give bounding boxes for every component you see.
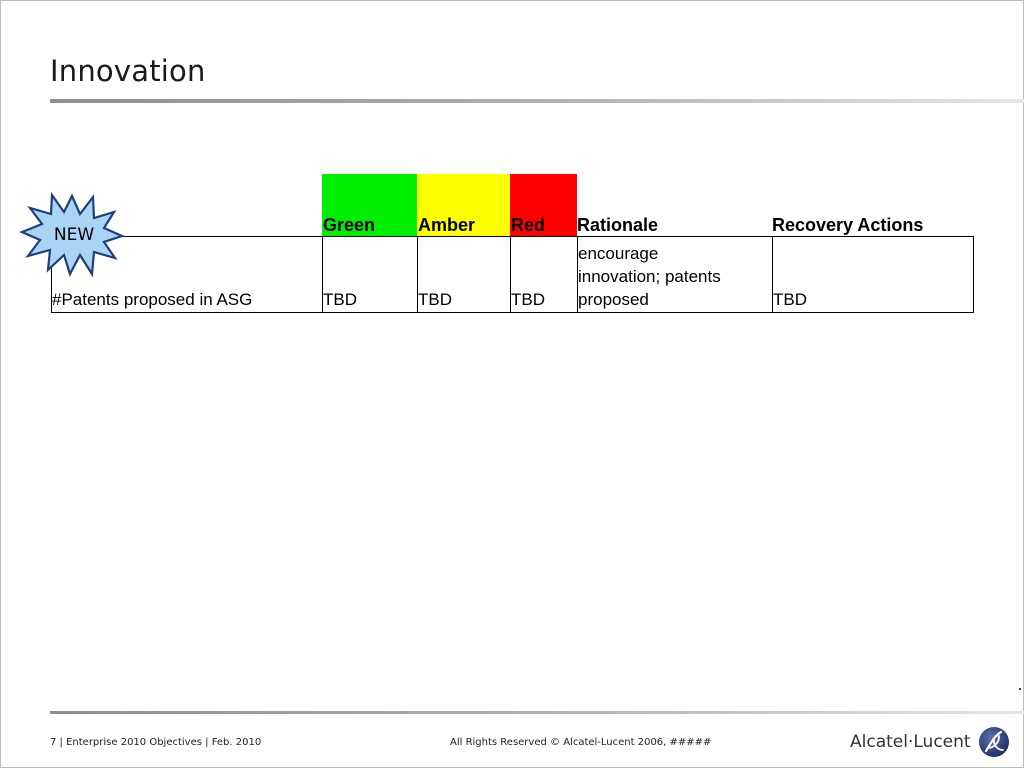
header-green: Green bbox=[323, 215, 376, 235]
rationale-line: innovation; patents bbox=[578, 267, 721, 286]
logo-text: Alcatel·Lucent bbox=[850, 732, 971, 752]
alcatel-lucent-logo: Alcatel·Lucent bbox=[850, 726, 1011, 758]
new-badge: NEW bbox=[18, 191, 126, 278]
red-cell: TBD bbox=[510, 236, 578, 313]
objectives-table: #Patents proposed in ASG TBD TBD TBD enc… bbox=[51, 236, 974, 313]
badge-label: NEW bbox=[53, 225, 95, 245]
slide-title: Innovation bbox=[50, 54, 206, 88]
footer-copyright: All Rights Reserved © Alcatel-Lucent 200… bbox=[450, 737, 712, 748]
amber-cell: TBD bbox=[417, 236, 511, 313]
header-rationale: Rationale bbox=[577, 215, 659, 235]
footer-divider bbox=[50, 711, 1024, 714]
status-color-green bbox=[322, 174, 417, 237]
header-amber: Amber bbox=[418, 215, 476, 235]
recovery-cell: TBD bbox=[772, 236, 974, 313]
footer-page-info: 7 | Enterprise 2010 Objectives | Feb. 20… bbox=[50, 737, 262, 748]
header-red: Red bbox=[511, 215, 546, 235]
title-divider bbox=[50, 99, 1024, 103]
rationale-line: proposed bbox=[578, 290, 649, 309]
green-cell: TBD bbox=[322, 236, 418, 313]
table-row: #Patents proposed in ASG TBD TBD TBD enc… bbox=[51, 236, 974, 313]
status-color-red bbox=[510, 174, 577, 237]
header-recovery-actions: Recovery Actions bbox=[772, 215, 924, 235]
status-color-amber bbox=[417, 174, 510, 237]
alcatel-lucent-swirl-icon bbox=[978, 727, 1009, 757]
starburst-icon bbox=[19, 191, 126, 278]
rationale-line: encourage bbox=[578, 244, 659, 263]
rationale-cell: encourage innovation; patents proposed bbox=[577, 236, 773, 313]
metric-cell: #Patents proposed in ASG bbox=[51, 236, 323, 313]
edge-mark bbox=[1019, 688, 1021, 690]
